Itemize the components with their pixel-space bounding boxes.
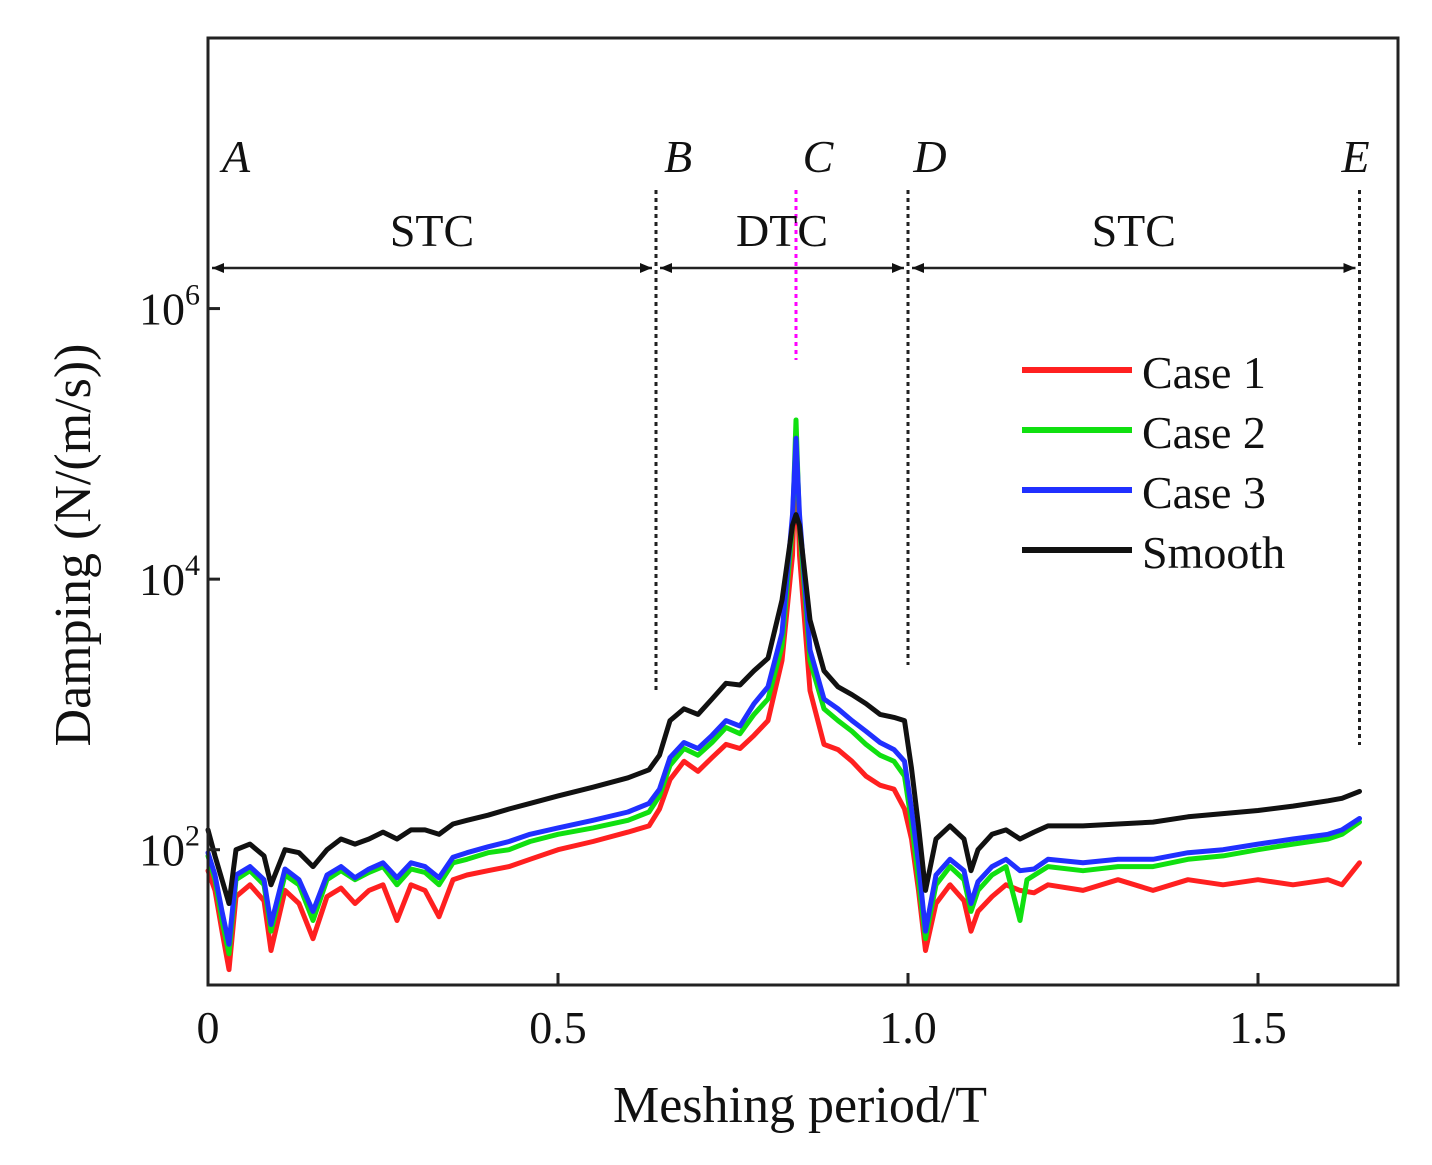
legend-label-case-3: Case 3 xyxy=(1142,467,1266,518)
point-label-b: B xyxy=(664,131,692,182)
y-tick-label: 104 xyxy=(139,549,200,605)
series-line-case-1 xyxy=(205,447,1362,973)
series-group xyxy=(205,417,1362,973)
point-label-d: D xyxy=(912,131,946,182)
series-line-case-2 xyxy=(205,417,1362,957)
region-label-dtc-2: DTC xyxy=(736,205,828,256)
x-axis-title: Meshing period/T xyxy=(613,1077,987,1134)
legend-label-smooth: Smooth xyxy=(1142,527,1285,578)
guide-lines: A B C D E STC DTC STC xyxy=(206,131,1370,845)
axes-group: 0 0.5 1.0 1.5 102 104 106 xyxy=(139,36,1400,1053)
point-label-c: C xyxy=(803,131,835,182)
plot-frame xyxy=(206,36,1400,987)
legend-label-case-2: Case 2 xyxy=(1142,407,1266,458)
y-tick-label: 106 xyxy=(139,279,200,335)
region-label-stc-3: STC xyxy=(1092,205,1176,256)
x-tick-label: 0 xyxy=(197,1002,220,1053)
x-tick-label: 1.5 xyxy=(1229,1002,1287,1053)
region-label-stc-1: STC xyxy=(390,205,474,256)
y-axis-title: Damping (N/(m/s)) xyxy=(45,344,102,747)
x-tick-label: 1.0 xyxy=(879,1002,937,1053)
point-label-a: A xyxy=(219,131,251,182)
y-tick-label: 102 xyxy=(139,820,200,876)
series-line-smooth xyxy=(205,512,1362,906)
point-label-e: E xyxy=(1340,131,1369,182)
x-tick-label: 0.5 xyxy=(529,1002,587,1053)
legend-label-case-1: Case 1 xyxy=(1142,347,1266,398)
series-line-case-3 xyxy=(205,435,1362,947)
legend: Case 1 Case 2 Case 3 Smooth xyxy=(1022,347,1285,578)
